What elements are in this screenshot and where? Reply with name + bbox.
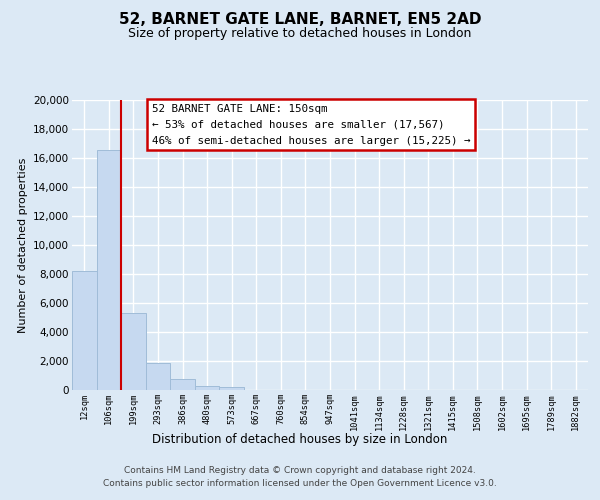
Bar xyxy=(121,313,146,390)
Text: Distribution of detached houses by size in London: Distribution of detached houses by size … xyxy=(152,432,448,446)
Text: Size of property relative to detached houses in London: Size of property relative to detached ho… xyxy=(128,28,472,40)
Bar xyxy=(72,271,97,390)
Text: 52, BARNET GATE LANE, BARNET, EN5 2AD: 52, BARNET GATE LANE, BARNET, EN5 2AD xyxy=(119,12,481,28)
Bar xyxy=(146,363,170,390)
Text: 52 BARNET GATE LANE: 150sqm
← 53% of detached houses are smaller (17,567)
46% of: 52 BARNET GATE LANE: 150sqm ← 53% of det… xyxy=(152,104,470,146)
Bar xyxy=(97,150,121,390)
Text: Contains HM Land Registry data © Crown copyright and database right 2024.
Contai: Contains HM Land Registry data © Crown c… xyxy=(103,466,497,487)
Bar xyxy=(195,386,220,390)
Y-axis label: Number of detached properties: Number of detached properties xyxy=(17,158,28,332)
Bar xyxy=(220,387,244,390)
Bar xyxy=(170,378,195,390)
